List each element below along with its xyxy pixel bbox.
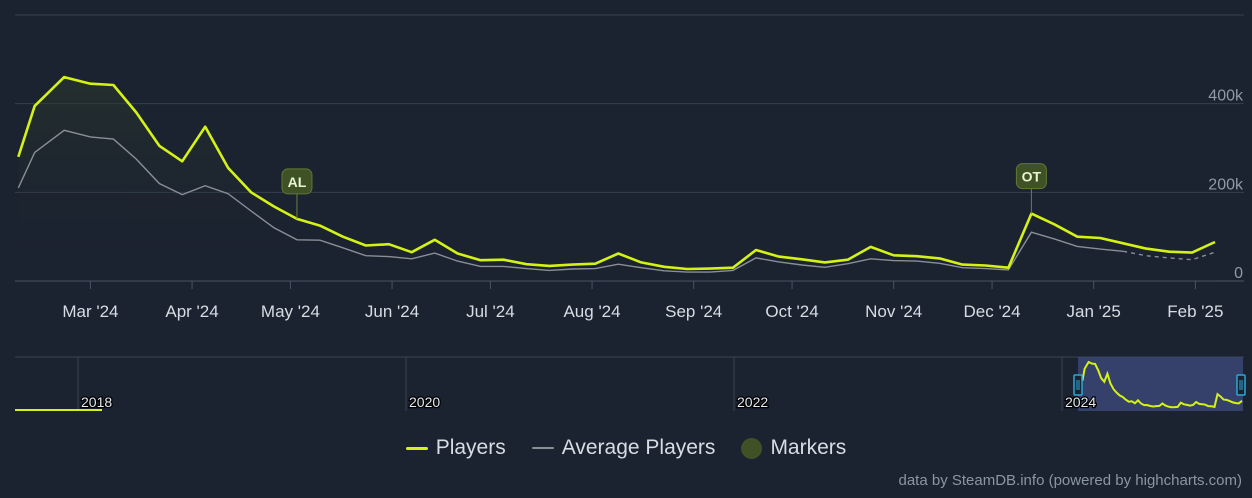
y-tick-label: 0 bbox=[1234, 265, 1243, 282]
chart-legend: Players Average Players Markers bbox=[0, 436, 1252, 460]
markers-dot-swatch bbox=[741, 437, 763, 459]
legend-average-label: Average Players bbox=[561, 436, 716, 459]
players-line-swatch bbox=[405, 446, 428, 450]
x-tick-label: Dec '24 bbox=[963, 302, 1020, 321]
x-tick-label: Jan '25 bbox=[1067, 302, 1121, 321]
legend-players-label: Players bbox=[435, 436, 506, 459]
average-players-line bbox=[17, 129, 1124, 273]
average-line-swatch bbox=[531, 447, 554, 449]
marker-flag bbox=[281, 168, 313, 195]
legend-item-players[interactable]: Players bbox=[405, 436, 506, 460]
legend-markers-label: Markers bbox=[770, 436, 847, 459]
navigator-left-handle[interactable] bbox=[1073, 374, 1083, 396]
x-tick-label: Aug '24 bbox=[563, 302, 620, 321]
x-tick-label: Sep '24 bbox=[665, 302, 722, 321]
marker-label: AL bbox=[288, 174, 307, 190]
players-area-fill bbox=[18, 77, 1216, 281]
players-line bbox=[17, 75, 1216, 271]
y-tick-label: 400k bbox=[1208, 88, 1244, 105]
x-tick-label: Apr '24 bbox=[165, 302, 218, 321]
marker-label: OT bbox=[1022, 169, 1042, 185]
marker-flag bbox=[1015, 163, 1047, 190]
navigator-right-handle[interactable] bbox=[1236, 374, 1246, 396]
x-tick-label: Nov '24 bbox=[865, 302, 922, 321]
navigator-year-label: 2022 bbox=[737, 394, 768, 410]
x-tick-label: Oct '24 bbox=[765, 302, 818, 321]
x-tick-label: Feb '25 bbox=[1167, 302, 1223, 321]
navigator-players-line bbox=[1081, 360, 1243, 409]
x-tick-label: Jul '24 bbox=[466, 302, 515, 321]
legend-item-markers[interactable]: Markers bbox=[741, 436, 846, 460]
chart-credits[interactable]: data by SteamDB.info (powered by highcha… bbox=[898, 472, 1243, 489]
navigator-year-label: 2018 bbox=[81, 394, 112, 410]
x-tick-label: Mar '24 bbox=[62, 302, 118, 321]
navigator-year-label: 2020 bbox=[409, 394, 440, 410]
x-tick-label: Jun '24 bbox=[365, 302, 419, 321]
navigator-year-label: 2024 bbox=[1065, 394, 1096, 410]
y-tick-label: 200k bbox=[1208, 176, 1244, 193]
legend-item-average-players[interactable]: Average Players bbox=[531, 436, 716, 460]
x-tick-label: May '24 bbox=[261, 302, 320, 321]
navigator-selection bbox=[1078, 357, 1243, 411]
